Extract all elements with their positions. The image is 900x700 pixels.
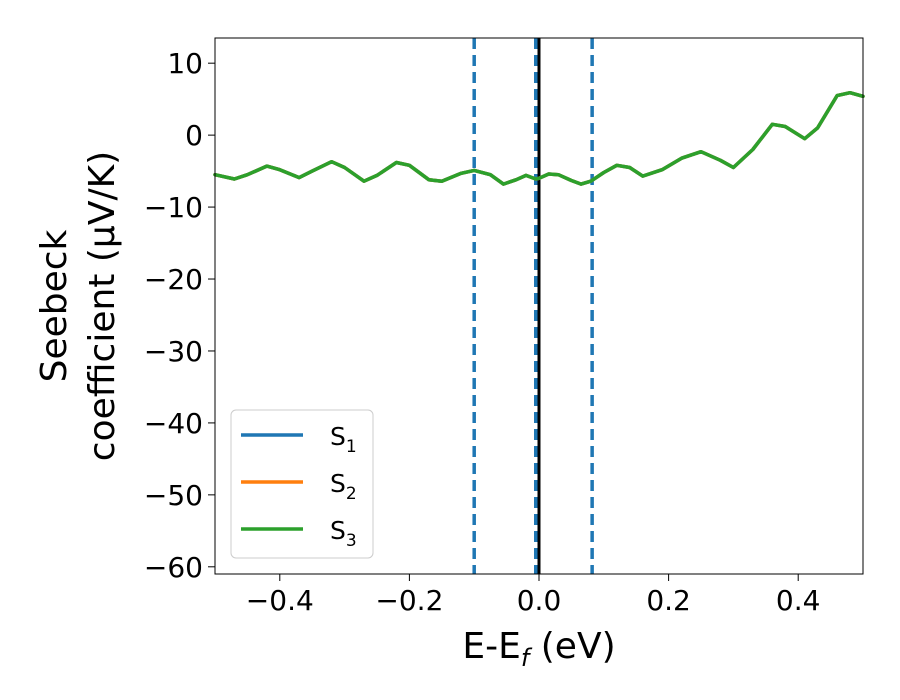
x-tick-label: 0.2 — [646, 584, 691, 617]
y-tick-label: −60 — [144, 551, 203, 584]
y-axis-title-line1: Seebeck — [34, 229, 75, 382]
legend: S1 S2 S3 — [230, 409, 374, 559]
x-tick-label: 0.0 — [517, 584, 562, 617]
x-tick-label: 0.4 — [776, 584, 821, 617]
x-axis-ticks: −0.4 −0.2 0.0 0.2 0.4 — [246, 574, 821, 617]
series-line-3 — [213, 90, 865, 186]
y-tick-label: −30 — [144, 335, 203, 368]
y-axis-title-line2: coefficient (μV/K) — [82, 151, 123, 461]
x-tick-label: −0.4 — [246, 584, 314, 617]
legend-label-3: S3 — [330, 516, 357, 551]
y-tick-label: −40 — [144, 407, 203, 440]
vertical-reference-lines — [472, 38, 594, 574]
x-axis-title: E-Ef (eV) — [462, 626, 615, 672]
y-axis-title: Seebeck coefficient (μV/K) — [34, 151, 123, 461]
y-axis-ticks: 10 0 −10 −20 −30 −40 −50 −60 — [144, 47, 215, 584]
legend-label-2: S2 — [330, 469, 357, 504]
y-tick-label: 10 — [167, 47, 203, 80]
y-tick-label: −50 — [144, 479, 203, 512]
y-tick-label: −10 — [144, 191, 203, 224]
y-tick-label: 0 — [185, 119, 203, 152]
series-lines — [213, 90, 865, 186]
legend-label-1: S1 — [330, 422, 357, 457]
legend-frame — [230, 409, 374, 559]
y-tick-label: −20 — [144, 263, 203, 296]
x-tick-label: −0.2 — [375, 584, 443, 617]
